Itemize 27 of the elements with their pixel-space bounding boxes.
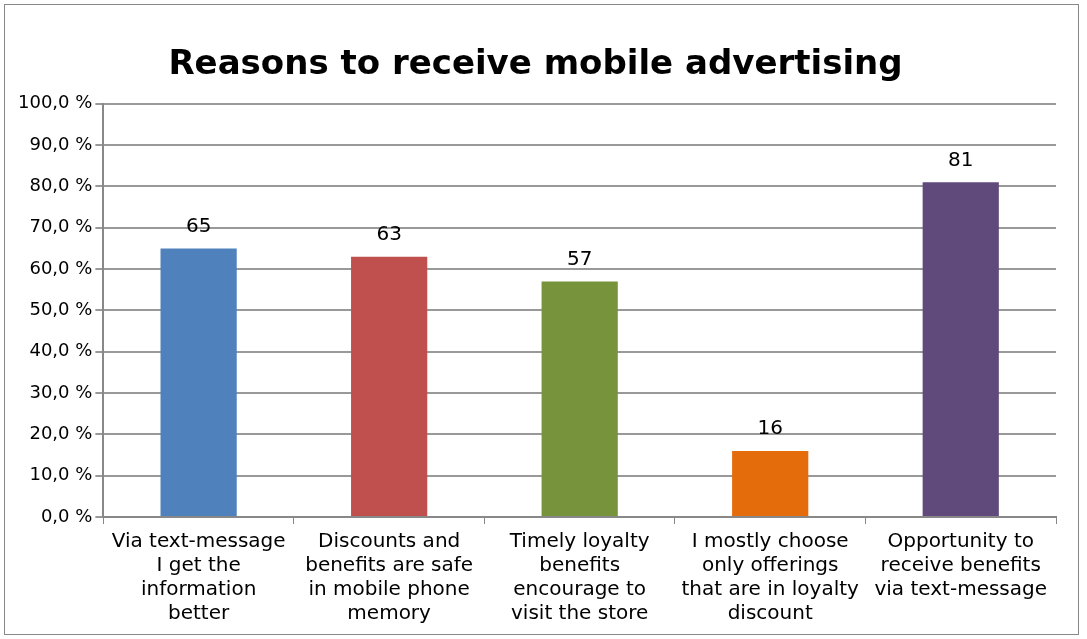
x-tick-label: Opportunity to receive benefits via text-message — [874, 528, 1048, 601]
bar — [351, 256, 428, 516]
x-tick-label: Timely loyalty benefits encourage to visit the store — [508, 528, 650, 625]
y-tick-label: 80,0 % — [29, 174, 93, 196]
data-label: 57 — [566, 245, 593, 270]
y-tick-label: 90,0 % — [29, 132, 93, 154]
chart-title: Reasons to receive mobile advertising — [168, 42, 903, 83]
bar — [541, 281, 618, 516]
y-tick-label: 100,0 % — [18, 91, 93, 113]
x-tick-label: Via text-message I get the information better — [111, 528, 286, 625]
y-tick-label: 20,0 % — [29, 422, 93, 444]
y-tick-label: 40,0 % — [29, 339, 93, 361]
y-tick-label: 50,0 % — [29, 298, 93, 320]
data-label: 63 — [376, 220, 402, 245]
y-tick-label: 70,0 % — [29, 215, 93, 237]
data-label: 81 — [948, 146, 974, 171]
y-tick-label: 0,0 % — [40, 504, 93, 526]
bar — [922, 182, 999, 516]
y-tick-label: 60,0 % — [29, 256, 93, 278]
y-tick-label: 30,0 % — [29, 380, 93, 402]
bar — [160, 248, 237, 516]
data-label: 65 — [185, 212, 212, 237]
y-tick-label: 10,0 % — [29, 463, 93, 485]
x-tick-label: Discounts and benefits are safe in mobile phone memory — [305, 528, 474, 625]
data-label: 16 — [757, 415, 783, 440]
bar — [732, 450, 809, 516]
x-tick-label: I mostly choose only offerings that are in loyalty discount — [681, 528, 860, 625]
